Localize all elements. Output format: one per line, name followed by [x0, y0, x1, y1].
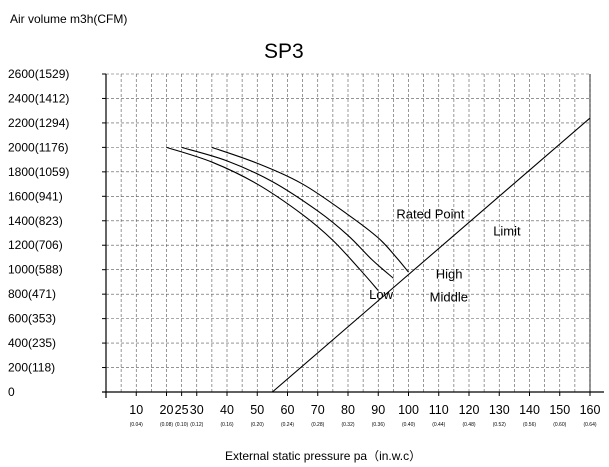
y-tick-label: 200(118) [8, 361, 55, 375]
x-tick-sublabel: (0.48) [462, 422, 475, 428]
y-tick-label: 1600(941) [8, 189, 63, 203]
x-tick-label: 80 [341, 403, 355, 417]
x-tick-label: 130 [489, 403, 510, 417]
y-axis-label: Air volume m3h(CFM) [10, 12, 127, 26]
x-tick-sublabel: (0.56) [523, 422, 536, 428]
x-tick-sublabel: (0.36) [372, 422, 385, 428]
x-tick-label: 140 [519, 403, 540, 417]
annotation-limit: Limit [493, 223, 521, 238]
x-tick-label: 30 [190, 403, 204, 417]
x-tick-sublabel: (0.08) [160, 422, 173, 428]
x-tick-labels: 10 (0.04) 20 (0.08)25 (0.10)30 (0.12) 40 (0.16)… [129, 403, 600, 428]
annotation-rated-point: Rated Point [396, 206, 464, 221]
y-tick-label: 1000(588) [8, 263, 63, 277]
y-tick-label: 2600(1529) [8, 67, 69, 81]
x-tick-sublabel: (0.12) [190, 422, 203, 428]
x-tick-sublabel: (0.24) [281, 422, 294, 428]
x-tick-label: 25 [175, 403, 189, 417]
x-tick-label: 100 [398, 403, 419, 417]
x-tick-sublabel: (0.52) [493, 422, 506, 428]
y-tick-label: 600(353) [8, 312, 56, 326]
x-tick-label: 50 [250, 403, 264, 417]
x-tick-sublabel: (0.40) [402, 422, 415, 428]
x-tick-sublabel: (0.44) [432, 422, 445, 428]
x-tick-sublabel: (0.10) [175, 422, 188, 428]
series-limit-line [272, 117, 591, 393]
grid [106, 73, 591, 392]
x-axis-label: External static pressure pa（in.w.c） [225, 449, 421, 463]
series-low-line [166, 146, 379, 291]
x-tick-label: 160 [580, 403, 601, 417]
y-tick-label: 2200(1294) [8, 116, 69, 130]
annotation-middle: Middle [430, 289, 468, 304]
y-tick-label: 800(471) [8, 287, 56, 301]
x-tick-sublabel: (0.32) [341, 422, 354, 428]
x-tick-label: 40 [220, 403, 234, 417]
x-tick-sublabel: (0.60) [553, 422, 566, 428]
x-tick-sublabel: (0.16) [220, 422, 233, 428]
series-high-line [211, 146, 409, 273]
x-tick-label: 90 [371, 403, 385, 417]
x-tick-label: 110 [429, 403, 449, 417]
annotations: Rated Point Limit High Middle Low [369, 206, 521, 304]
x-tick-sublabel: (0.64) [583, 422, 596, 428]
y-tick-label: 1400(823) [8, 214, 63, 228]
annotation-low: Low [369, 287, 393, 302]
x-tick-label: 60 [281, 403, 295, 417]
x-tick-label: 20 [160, 403, 174, 417]
x-tick-sublabel: (0.04) [130, 422, 143, 428]
y-tick-label: 2000(1176) [8, 140, 69, 154]
x-tick-label: 150 [549, 403, 570, 417]
y-tick-label: 1800(1059) [8, 165, 69, 179]
chart-title: SP3 [264, 40, 304, 63]
y-tick-label: 2400(1412) [8, 91, 69, 105]
x-tick-label: 10 [129, 403, 143, 417]
series-middle-line [181, 146, 394, 279]
x-tick-sublabel: (0.28) [311, 422, 324, 428]
y-tick-label: 1200(706) [8, 238, 63, 252]
x-tick-label: 120 [459, 403, 480, 417]
x-tick-label: 70 [311, 403, 325, 417]
y-tick-label: 0 [8, 385, 15, 399]
x-tick-sublabel: (0.20) [251, 422, 264, 428]
annotation-high: High [436, 266, 463, 281]
y-tick-labels: 0 200(118) 400(235) 600(353) 800(471) 1000(58… [8, 67, 69, 399]
y-tick-label: 400(235) [8, 336, 56, 350]
curves [166, 117, 591, 393]
axes [102, 73, 604, 398]
